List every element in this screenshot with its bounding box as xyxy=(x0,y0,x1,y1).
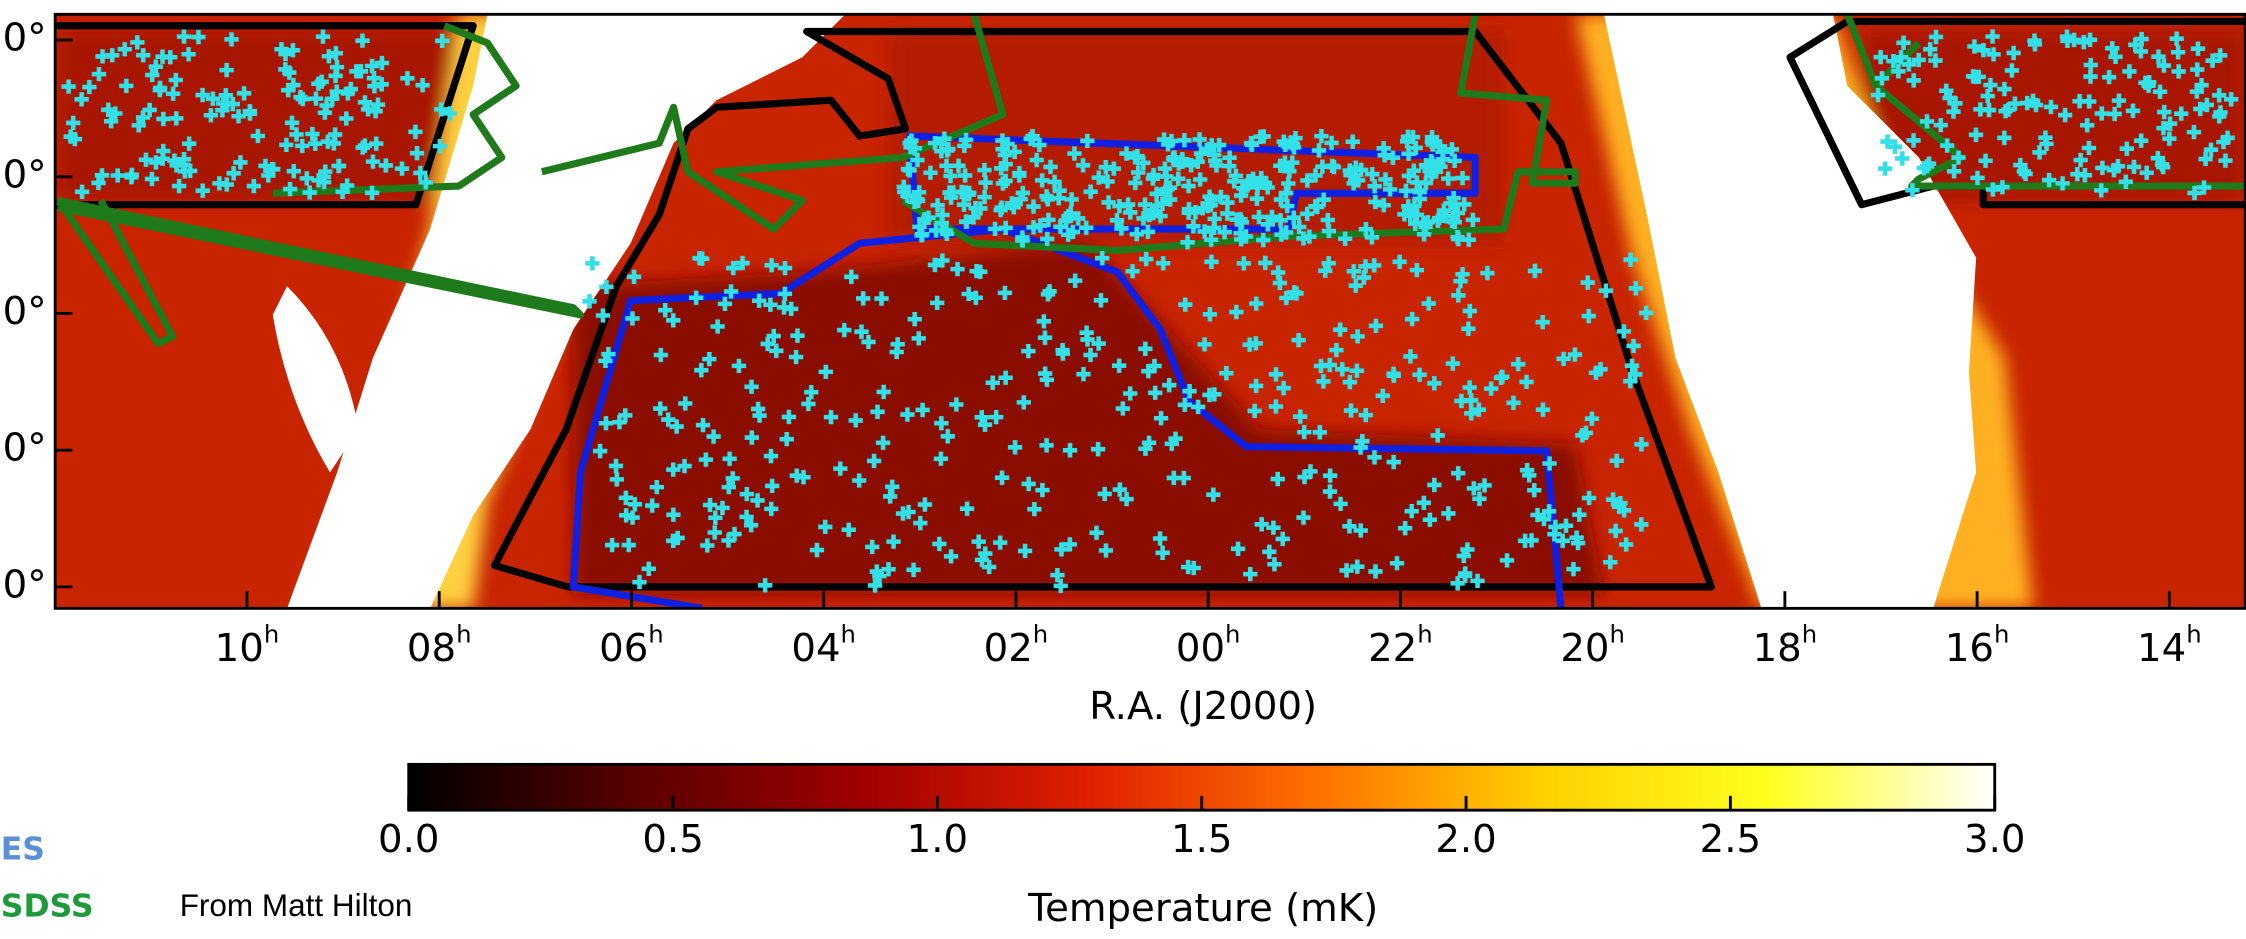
colorbar-tick-label: 3.0 xyxy=(1964,817,2025,862)
x-tick-number: 04 xyxy=(791,625,840,670)
y-tick-label: 0° xyxy=(3,426,47,471)
x-axis: 10h 08h 06h 04h 02h 00h 22h 20h 18h 16h 14h xyxy=(215,591,2202,670)
x-tick-unit: h xyxy=(1802,620,1817,649)
x-tick-unit: h xyxy=(1033,620,1048,649)
x-tick-label: 02h xyxy=(984,620,1049,671)
credit: From Matt Hilton xyxy=(180,887,413,923)
x-tick-label: 08h xyxy=(407,620,472,671)
x-tick-number: 22 xyxy=(1368,625,1417,670)
x-tick-unit: h xyxy=(264,620,279,649)
x-tick-number: 00 xyxy=(1176,625,1225,670)
plot-frame xyxy=(53,12,2246,610)
x-tick-number: 18 xyxy=(1753,625,1802,670)
x-tick-label: 16h xyxy=(1945,620,2010,671)
x-tick-unit: h xyxy=(648,620,663,649)
x-tick-label: 10h xyxy=(215,620,280,671)
x-tick-number: 14 xyxy=(2137,625,2186,670)
x-tick-unit: h xyxy=(1417,620,1432,649)
y-axis: 0° 0° 0° 0° 0° xyxy=(3,16,73,607)
x-tick-number: 08 xyxy=(407,625,456,670)
colorbar-tick-label: 0.0 xyxy=(378,817,439,862)
colorbar-label: Temperature (mK) xyxy=(1027,886,1378,931)
x-tick-label: 04h xyxy=(791,620,856,671)
x-tick-label: 18h xyxy=(1753,620,1818,671)
x-axis-label: R.A. (J2000) xyxy=(1089,684,1317,729)
y-tick-label: 0° xyxy=(3,16,47,61)
x-tick-unit: h xyxy=(456,620,471,649)
x-tick-number: 02 xyxy=(984,625,1033,670)
x-tick-label: 20h xyxy=(1560,620,1625,671)
x-tick-label: 22h xyxy=(1368,620,1433,671)
legend-label: ES xyxy=(1,831,45,867)
x-tick-label: 00h xyxy=(1176,620,1241,671)
x-tick-number: 06 xyxy=(599,625,648,670)
legend-label: SDSS xyxy=(1,889,94,925)
x-tick-unit: h xyxy=(1610,620,1625,649)
x-tick-unit: h xyxy=(1225,620,1240,649)
x-tick-number: 16 xyxy=(1945,625,1994,670)
y-tick-label: 0° xyxy=(3,289,47,334)
x-tick-number: 20 xyxy=(1560,625,1609,670)
x-tick-unit: h xyxy=(1994,620,2009,649)
colorbar-tick-label: 2.0 xyxy=(1435,817,1496,862)
cluster-markers xyxy=(61,29,2239,594)
sky-map xyxy=(55,14,2246,609)
x-tick-number: 10 xyxy=(215,625,264,670)
colorbar-tick-label: 2.5 xyxy=(1700,817,1761,862)
x-tick-unit: h xyxy=(2186,620,2201,649)
y-tick-label: 0° xyxy=(3,562,47,607)
colorbar-tick-label: 1.0 xyxy=(907,817,968,862)
x-tick-label: 06h xyxy=(599,620,664,671)
colorbar-ticks: 0.0 0.5 1.0 1.5 2.0 2.5 3.0 xyxy=(378,795,2025,862)
x-tick-label: 14h xyxy=(2137,620,2202,671)
colorbar-tick-label: 1.5 xyxy=(1171,817,1232,862)
legend: ES SDSS xyxy=(1,831,94,924)
colorbar-tick-label: 0.5 xyxy=(642,817,703,862)
masked-region xyxy=(272,286,359,473)
x-tick-unit: h xyxy=(841,620,856,649)
y-tick-label: 0° xyxy=(3,152,47,197)
